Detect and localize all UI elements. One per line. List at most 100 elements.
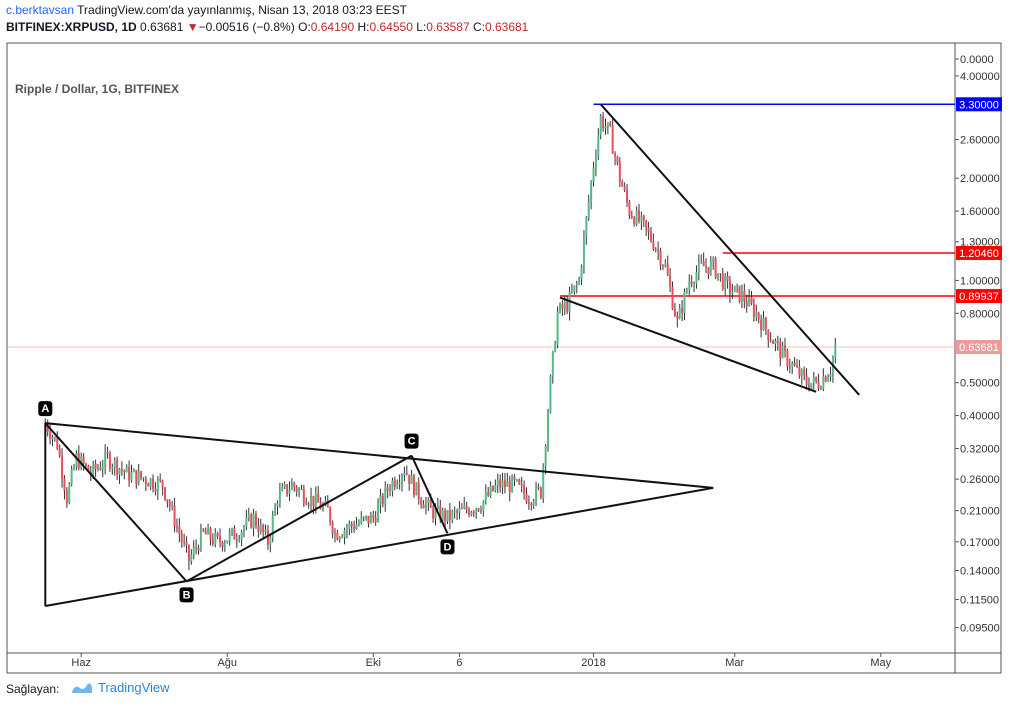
candle-body	[678, 307, 681, 319]
candle-body	[410, 475, 413, 484]
candle-body	[494, 485, 497, 491]
y-tick-label: 4.00000	[960, 71, 1000, 83]
candle-body	[257, 525, 260, 532]
candle-body	[666, 263, 669, 276]
candle-body	[310, 495, 313, 505]
trendline	[45, 486, 714, 608]
candle-body	[187, 545, 190, 562]
candle-body	[305, 502, 308, 505]
candle-body	[487, 492, 490, 496]
x-tick-label: 2018	[581, 657, 605, 669]
candle-body	[645, 220, 648, 229]
candle-body	[542, 465, 545, 498]
candle-body	[374, 517, 377, 522]
candle-body	[748, 297, 751, 307]
candle-body	[401, 475, 403, 483]
chart-title: Ripple / Dollar, 1G, BITFINEX	[15, 82, 179, 96]
candle-body	[539, 487, 542, 498]
candle-body	[412, 475, 415, 496]
candle-body	[180, 534, 183, 542]
candle-body	[345, 528, 348, 531]
trendline	[44, 422, 188, 583]
candle-body	[341, 536, 344, 538]
candle-body	[173, 505, 176, 527]
candle-body	[326, 501, 329, 508]
y-tick-label: 0.50000	[960, 378, 1000, 390]
y-tick-label: 0.80000	[960, 308, 1000, 320]
publish-info: c.berktavsan TradingView.com'da yayınlan…	[6, 3, 407, 17]
candle-body	[491, 485, 494, 491]
candle-body	[357, 522, 360, 525]
pattern-point-label: B	[183, 589, 191, 601]
footer-label: Sağlayan:	[6, 682, 60, 696]
y-tick-label: 0.32000	[960, 444, 1000, 456]
author-link[interactable]: c.berktavsan	[6, 3, 75, 17]
candle-body	[276, 503, 279, 507]
candle-body	[760, 319, 763, 331]
tradingview-brand[interactable]: TradingView	[70, 680, 170, 695]
trendline	[599, 103, 860, 396]
pattern-point-label: A	[41, 403, 49, 415]
candle-body	[96, 467, 99, 470]
candle-body	[717, 273, 719, 278]
candle-body	[269, 537, 272, 545]
candle-body	[635, 210, 638, 225]
candle-body	[781, 345, 784, 359]
candle-body	[130, 472, 133, 481]
candle-body	[152, 478, 155, 489]
pattern-point-badge	[38, 401, 53, 417]
candle-body	[190, 554, 193, 562]
candle-body	[626, 189, 629, 203]
candle-body	[266, 529, 269, 545]
candle-body	[776, 340, 779, 342]
candle-body	[661, 265, 664, 267]
candle-body	[623, 186, 626, 190]
candle-body	[338, 537, 341, 540]
candle-body	[743, 291, 746, 302]
candle-body	[250, 514, 253, 528]
candle-body	[728, 280, 731, 294]
candle-body	[530, 503, 533, 506]
candle-body	[757, 312, 760, 320]
candle-body	[405, 472, 408, 475]
candle-body	[731, 291, 734, 294]
candle-body	[767, 329, 770, 341]
candle-body	[75, 453, 78, 467]
candle-body	[432, 507, 435, 519]
trendline	[45, 422, 714, 489]
candle-body	[518, 479, 521, 484]
candle-body	[621, 181, 624, 187]
candle-body	[561, 303, 564, 309]
candle-body	[63, 478, 66, 491]
candle-body	[786, 350, 789, 367]
candle-body	[453, 511, 456, 513]
candle-body	[300, 488, 303, 490]
candle-body	[796, 365, 798, 367]
level-tag	[956, 289, 1002, 304]
candle-body	[671, 286, 674, 309]
tradingview-link[interactable]: TradingView	[98, 680, 170, 695]
candle-body	[547, 412, 550, 446]
candle-body	[829, 374, 832, 378]
current-price-tag	[956, 339, 1002, 354]
y-tick-label: 0.11500	[960, 594, 999, 606]
y-tick-label: 0.14000	[960, 565, 1000, 577]
candle-body	[355, 524, 358, 529]
candle-body	[602, 116, 605, 129]
candle-body	[444, 510, 447, 522]
candle-body	[271, 515, 274, 538]
candle-body	[834, 344, 837, 358]
candle-body	[441, 510, 444, 521]
candle-body	[673, 308, 676, 316]
candle-body	[144, 478, 147, 484]
candle-body	[803, 369, 806, 376]
candle-body	[551, 351, 554, 377]
candle-body	[264, 529, 267, 533]
candle-body	[164, 487, 166, 500]
candle-body	[719, 273, 722, 275]
candle-body	[477, 508, 480, 511]
candle-body	[288, 489, 291, 494]
candle-body	[108, 453, 111, 469]
candle-body	[590, 181, 593, 202]
